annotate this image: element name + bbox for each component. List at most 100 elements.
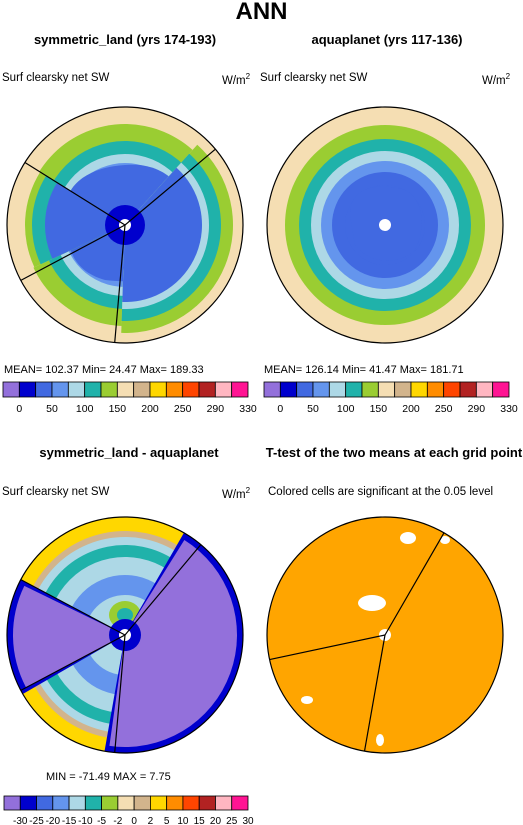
colorbar-aqua-swatch-13 — [475, 381, 494, 398]
map1-boundary-2 — [20, 224, 126, 281]
colorbar-land-swatch-14 — [231, 381, 249, 398]
map3-boundary-3 — [20, 579, 126, 636]
colorbar-land-swatch-6 — [100, 381, 118, 398]
colorbar-aqua-swatch-6 — [361, 381, 379, 398]
colorbar-land-swatch-0 — [2, 381, 20, 398]
colorbar-diff-tick-label-9: 5 — [164, 816, 170, 825]
stats-diff: MIN = -71.49 MAX = 7.75 — [46, 771, 171, 783]
map3-boundary-2 — [20, 634, 126, 691]
colorbar-diff-tick-label-2: -20 — [46, 816, 61, 825]
colorbar-aqua-tick-label-3: 150 — [370, 403, 388, 415]
panel-variable-aqua: Surf clearsky net SW — [260, 72, 368, 84]
colorbar-aqua-swatch-10 — [426, 381, 445, 398]
colorbar-land-swatch-8 — [133, 381, 151, 398]
colorbar-land-tick-label-2: 100 — [76, 403, 94, 415]
colorbar-diff-tick-label-5: -5 — [97, 816, 106, 825]
colorbar-land-swatch-3 — [51, 381, 69, 398]
panel-title-land: symmetric_land (yrs 174-193) — [33, 32, 217, 47]
colorbar-land-swatch-11 — [182, 381, 200, 398]
colorbar-diff-swatch-13 — [215, 795, 233, 811]
map2-group — [267, 107, 503, 343]
colorbar-diff-tick-label-11: 15 — [194, 816, 206, 825]
map2-border — [266, 106, 504, 344]
stats-aqua: MEAN= 126.14 Min= 41.47 Max= 181.71 — [264, 364, 464, 376]
panel-variable-diff: Surf clearsky net SW — [2, 486, 110, 498]
colorbar-aqua-swatch-2 — [296, 381, 314, 398]
colorbar-diff-swatch-14 — [231, 795, 249, 811]
colorbar-diff-swatch-12 — [198, 795, 216, 811]
panel-units-diff: W/m2 — [222, 486, 251, 501]
colorbar-diff-swatch-2 — [36, 795, 54, 811]
map2-pole — [379, 219, 391, 231]
map3-boundary-1 — [114, 634, 126, 753]
map4-border — [266, 516, 504, 754]
colorbar-diff-swatch-6 — [101, 795, 119, 811]
colorbar-diff-tick-label-10: 10 — [177, 816, 189, 825]
colorbar-aqua-swatch-1 — [279, 381, 298, 398]
map4-boundary-1 — [363, 634, 386, 752]
colorbar-land-swatch-1 — [18, 381, 37, 398]
panel-title-aqua: aquaplanet (yrs 117-136) — [311, 32, 463, 47]
colorbar-land-tick-label-1: 50 — [46, 403, 58, 415]
map3-blob-core — [117, 608, 133, 622]
colorbar-diff-tick-label-7: 0 — [131, 816, 137, 825]
colorbar-diff-tick-label-0: -30 — [13, 816, 28, 825]
panel-units-land: W/m2 — [222, 72, 251, 87]
colorbar-aqua-tick-label-4: 200 — [402, 403, 420, 415]
colorbar-diff-swatch-10 — [166, 795, 184, 811]
colorbar-diff-tick-label-4: -10 — [78, 816, 93, 825]
colorbar-land-swatch-9 — [149, 381, 167, 398]
colorbar-diff-swatch-5 — [84, 795, 103, 811]
colorbar-land-tick-label-0: 0 — [16, 403, 22, 415]
map4-insignificant-cell-0 — [358, 595, 386, 611]
colorbar-land-swatch-4 — [67, 381, 86, 398]
panel-title-diff: symmetric_land - aquaplanet — [39, 445, 219, 460]
colorbar-aqua-swatch-8 — [394, 381, 412, 398]
colorbar-diff-swatch-11 — [182, 795, 200, 811]
stats-land: MEAN= 102.37 Min= 24.47 Max= 189.33 — [4, 364, 204, 376]
colorbar-land-swatch-7 — [116, 381, 135, 398]
map1-border — [6, 106, 244, 344]
map3-boundary-0 — [124, 544, 202, 636]
panel-units-aqua: W/m2 — [482, 72, 511, 87]
colorbar-aqua-tick-label-7: 330 — [500, 403, 518, 415]
colorbar-aqua-swatch-5 — [345, 381, 363, 398]
colorbar-aqua-swatch-7 — [377, 381, 396, 398]
panel-title-ttest: T-test of the two means at each grid poi… — [265, 445, 523, 460]
colorbar-aqua-swatch-4 — [328, 381, 347, 398]
colorbar-land-tick-label-6: 290 — [207, 403, 225, 415]
colorbar-aqua-tick-label-6: 290 — [468, 403, 486, 415]
map4-boundary-0 — [384, 532, 445, 636]
colorbar-diff-tick-label-6: -2 — [113, 816, 122, 825]
colorbar-diff-tick-label-12: 20 — [210, 816, 222, 825]
map3-neg-right — [109, 540, 237, 747]
colorbar-diff-swatch-1 — [19, 795, 37, 811]
map4-insignificant-cell-2 — [440, 536, 450, 544]
colorbar-diff-tick-label-14: 30 — [242, 816, 254, 825]
colorbar-aqua-tick-label-5: 250 — [435, 403, 453, 415]
map1-boundary-3 — [24, 161, 126, 226]
map3-border — [6, 516, 244, 754]
colorbar-aqua-swatch-0 — [263, 381, 281, 398]
panel-variable-land: Surf clearsky net SW — [2, 72, 110, 84]
colorbar-aqua-swatch-12 — [459, 381, 477, 398]
colorbar-land-tick-label-4: 200 — [141, 403, 159, 415]
colorbar-diff-swatch-8 — [133, 795, 151, 811]
colorbar-diff-tick-label-13: 25 — [226, 816, 238, 825]
map4-insignificant-cell-3 — [301, 696, 313, 704]
colorbar-aqua-tick-label-1: 50 — [307, 403, 319, 415]
map4-insignificant-cell-1 — [400, 532, 416, 544]
colorbar-diff-swatch-7 — [117, 795, 135, 811]
colorbar-aqua-tick-label-2: 100 — [337, 403, 355, 415]
colorbar-land-swatch-12 — [198, 381, 216, 398]
map3-neg-left — [12, 585, 125, 688]
map1-land-3 — [45, 182, 126, 259]
colorbar-aqua-swatch-3 — [312, 381, 330, 398]
colorbar-diff-swatch-0 — [3, 795, 21, 811]
colorbar-land-tick-label-7: 330 — [239, 403, 257, 415]
colorbar-land-swatch-2 — [35, 381, 53, 398]
colorbar-land-swatch-13 — [214, 381, 233, 398]
colorbar-diff-swatch-9 — [149, 795, 168, 811]
map4-boundary-2 — [269, 634, 386, 661]
